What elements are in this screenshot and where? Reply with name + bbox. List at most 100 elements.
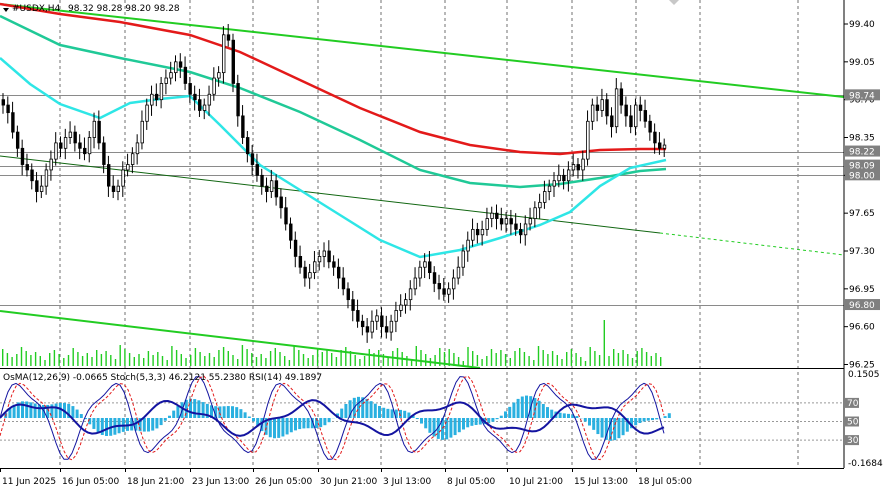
- candle-body[interactable]: [356, 310, 360, 322]
- candle-body[interactable]: [231, 39, 235, 84]
- candle-body[interactable]: [6, 104, 10, 114]
- candle-body[interactable]: [193, 93, 197, 101]
- candle-body[interactable]: [638, 104, 643, 111]
- candle-body[interactable]: [260, 174, 264, 187]
- candle-body[interactable]: [629, 115, 633, 128]
- candle-body[interactable]: [571, 164, 576, 171]
- channel-upper-line[interactable]: [0, 3, 845, 98]
- candle-body[interactable]: [336, 266, 341, 279]
- candle-body[interactable]: [20, 147, 25, 165]
- candle-body[interactable]: [107, 164, 111, 187]
- candle-body[interactable]: [102, 142, 106, 165]
- candle-body[interactable]: [188, 83, 192, 95]
- candle-body[interactable]: [15, 131, 20, 149]
- candle-body[interactable]: [44, 169, 49, 187]
- candle-body[interactable]: [313, 261, 317, 274]
- candle-body[interactable]: [404, 299, 408, 306]
- candle-body[interactable]: [600, 99, 604, 111]
- candle-body[interactable]: [159, 83, 164, 101]
- candle-body[interactable]: [504, 218, 509, 225]
- candle-body[interactable]: [341, 277, 346, 290]
- candle-body[interactable]: [614, 88, 619, 128]
- candle-body[interactable]: [605, 99, 609, 117]
- candle-body[interactable]: [207, 93, 212, 106]
- candle-body[interactable]: [293, 239, 298, 257]
- candle-body[interactable]: [250, 153, 255, 165]
- candle-body[interactable]: [370, 320, 374, 333]
- candle-body[interactable]: [317, 256, 322, 263]
- candle-body[interactable]: [437, 283, 442, 290]
- candle-body[interactable]: [68, 131, 73, 138]
- candle-body[interactable]: [130, 153, 135, 165]
- candle-body[interactable]: [83, 147, 87, 155]
- candle-body[interactable]: [269, 180, 274, 192]
- candle-body[interactable]: [284, 207, 288, 225]
- candle-body[interactable]: [351, 299, 355, 311]
- candle-body[interactable]: [523, 223, 528, 236]
- candle-body[interactable]: [619, 88, 624, 106]
- candle-body[interactable]: [648, 120, 652, 133]
- candle-body[interactable]: [590, 104, 595, 122]
- candle-body[interactable]: [97, 120, 101, 144]
- rsi-line[interactable]: [0, 399, 665, 437]
- candle-body[interactable]: [35, 180, 39, 192]
- candle-body[interactable]: [111, 185, 116, 192]
- candle-body[interactable]: [375, 315, 379, 322]
- indicator-plot[interactable]: [0, 375, 844, 461]
- candle-body[interactable]: [475, 228, 480, 236]
- candle-body[interactable]: [490, 212, 494, 219]
- candle-body[interactable]: [308, 272, 312, 279]
- candle-body[interactable]: [389, 320, 394, 333]
- candle-body[interactable]: [394, 310, 398, 322]
- candle-body[interactable]: [135, 142, 140, 155]
- candle-body[interactable]: [466, 239, 470, 252]
- candle-body[interactable]: [576, 164, 580, 171]
- price-plot[interactable]: [0, 2, 845, 369]
- candle-body[interactable]: [198, 99, 202, 111]
- candle-body[interactable]: [116, 185, 120, 192]
- ema-144-line[interactable]: [0, 14, 667, 189]
- candle-body[interactable]: [399, 304, 403, 311]
- candle-body[interactable]: [226, 34, 231, 41]
- candle-body[interactable]: [428, 261, 432, 274]
- candle-body[interactable]: [365, 326, 370, 333]
- candle-body[interactable]: [447, 288, 451, 295]
- candle-body[interactable]: [413, 277, 418, 290]
- candle-body[interactable]: [471, 228, 475, 241]
- candle-body[interactable]: [236, 83, 240, 117]
- candle-body[interactable]: [73, 131, 77, 144]
- collapse-arrow-icon[interactable]: [3, 8, 9, 12]
- candle-body[interactable]: [552, 180, 557, 187]
- candle-body[interactable]: [557, 174, 561, 182]
- candle-body[interactable]: [30, 169, 34, 182]
- candle-body[interactable]: [126, 164, 130, 171]
- candle-body[interactable]: [63, 137, 68, 149]
- candle-body[interactable]: [581, 158, 585, 171]
- candle-body[interactable]: [303, 266, 307, 279]
- chart-shift-marker-icon[interactable]: [669, 0, 679, 5]
- candle-body[interactable]: [380, 315, 384, 328]
- ema-50-line[interactable]: [0, 57, 667, 259]
- ema-200-line[interactable]: [0, 2, 666, 156]
- candle-body[interactable]: [217, 72, 221, 79]
- candle-body[interactable]: [245, 137, 250, 155]
- candle-body[interactable]: [360, 320, 365, 328]
- candle-body[interactable]: [265, 185, 269, 192]
- candle-body[interactable]: [643, 110, 648, 122]
- candle-body[interactable]: [1, 99, 5, 106]
- candle-body[interactable]: [461, 250, 465, 268]
- candle-body[interactable]: [212, 77, 216, 95]
- candle-body[interactable]: [432, 272, 437, 284]
- candle-body[interactable]: [183, 66, 188, 84]
- candle-body[interactable]: [418, 266, 422, 279]
- candle-body[interactable]: [140, 120, 144, 144]
- candle-body[interactable]: [456, 266, 461, 279]
- candle-body[interactable]: [658, 142, 662, 149]
- candle-body[interactable]: [384, 326, 389, 333]
- candle-body[interactable]: [255, 164, 259, 176]
- candle-body[interactable]: [610, 115, 614, 128]
- candle-body[interactable]: [662, 144, 667, 149]
- candle-body[interactable]: [634, 104, 638, 128]
- candle-body[interactable]: [547, 185, 552, 192]
- candle-body[interactable]: [566, 169, 571, 182]
